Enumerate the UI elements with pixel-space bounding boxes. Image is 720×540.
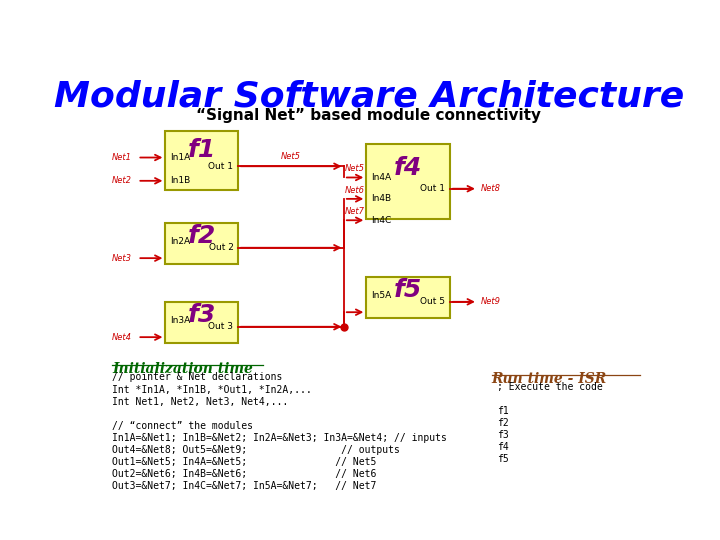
Text: // “connect” the modules: // “connect” the modules (112, 421, 253, 431)
Text: In2A: In2A (170, 237, 190, 246)
Text: ; Execute the code: ; Execute the code (498, 382, 603, 392)
Text: Modular Software Architecture: Modular Software Architecture (54, 79, 684, 113)
Text: Net8: Net8 (481, 184, 500, 193)
Text: Net5: Net5 (345, 164, 365, 173)
Text: In4A: In4A (371, 173, 391, 182)
Text: f1: f1 (187, 138, 216, 162)
FancyBboxPatch shape (166, 223, 238, 265)
FancyBboxPatch shape (366, 277, 450, 319)
Text: Net2: Net2 (112, 176, 132, 185)
FancyBboxPatch shape (166, 302, 238, 343)
Text: Out4=&Net8; Out5=&Net9;                // outputs: Out4=&Net8; Out5=&Net9; // outputs (112, 445, 400, 455)
Text: f1: f1 (498, 406, 509, 416)
Text: Int Net1, Net2, Net3, Net4,...: Int Net1, Net2, Net3, Net4,... (112, 396, 289, 407)
FancyBboxPatch shape (366, 144, 450, 219)
Text: f2: f2 (187, 224, 216, 248)
Text: In3A: In3A (170, 316, 190, 325)
Text: Initialization time: Initialization time (112, 362, 253, 376)
Text: f2: f2 (498, 418, 509, 428)
Text: Out3=&Net7; In4C=&Net7; In5A=&Net7;   // Net7: Out3=&Net7; In4C=&Net7; In5A=&Net7; // N… (112, 481, 377, 491)
Text: In4B: In4B (371, 194, 391, 204)
FancyBboxPatch shape (166, 131, 238, 190)
Text: Out 3: Out 3 (208, 322, 233, 331)
Text: Net6: Net6 (345, 186, 365, 195)
Text: f4: f4 (394, 156, 422, 180)
Text: Run time - ISR: Run time - ISR (492, 372, 607, 386)
Text: Out 2: Out 2 (209, 243, 233, 252)
Text: Out2=&Net6; In4B=&Net6;               // Net6: Out2=&Net6; In4B=&Net6; // Net6 (112, 469, 377, 479)
Text: Net7: Net7 (345, 207, 365, 216)
Text: Net3: Net3 (112, 254, 132, 262)
Text: f3: f3 (187, 303, 216, 327)
Text: f4: f4 (498, 442, 509, 452)
Text: f3: f3 (498, 430, 509, 440)
Text: Net9: Net9 (481, 298, 500, 306)
Text: f5: f5 (498, 454, 509, 464)
Text: Out 1: Out 1 (208, 162, 233, 171)
Text: f5: f5 (394, 278, 422, 302)
Text: // pointer & Net declarations: // pointer & Net declarations (112, 373, 283, 382)
Text: “Signal Net” based module connectivity: “Signal Net” based module connectivity (197, 109, 541, 124)
Text: Out1=&Net5; In4A=&Net5;               // Net5: Out1=&Net5; In4A=&Net5; // Net5 (112, 457, 377, 467)
Text: In4C: In4C (371, 216, 391, 225)
Text: In5A: In5A (371, 291, 391, 300)
Text: Out 5: Out 5 (420, 298, 446, 306)
Text: Int *In1A, *In1B, *Out1, *In2A,...: Int *In1A, *In1B, *Out1, *In2A,... (112, 384, 312, 395)
Text: Net1: Net1 (112, 153, 132, 162)
Text: Net4: Net4 (112, 333, 132, 342)
Text: In1A=&Net1; In1B=&Net2; In2A=&Net3; In3A=&Net4; // inputs: In1A=&Net1; In1B=&Net2; In2A=&Net3; In3A… (112, 433, 447, 443)
Text: Out 1: Out 1 (420, 184, 446, 193)
Text: In1A: In1A (170, 153, 190, 162)
Text: In1B: In1B (170, 176, 190, 185)
Text: Net5: Net5 (281, 152, 301, 161)
